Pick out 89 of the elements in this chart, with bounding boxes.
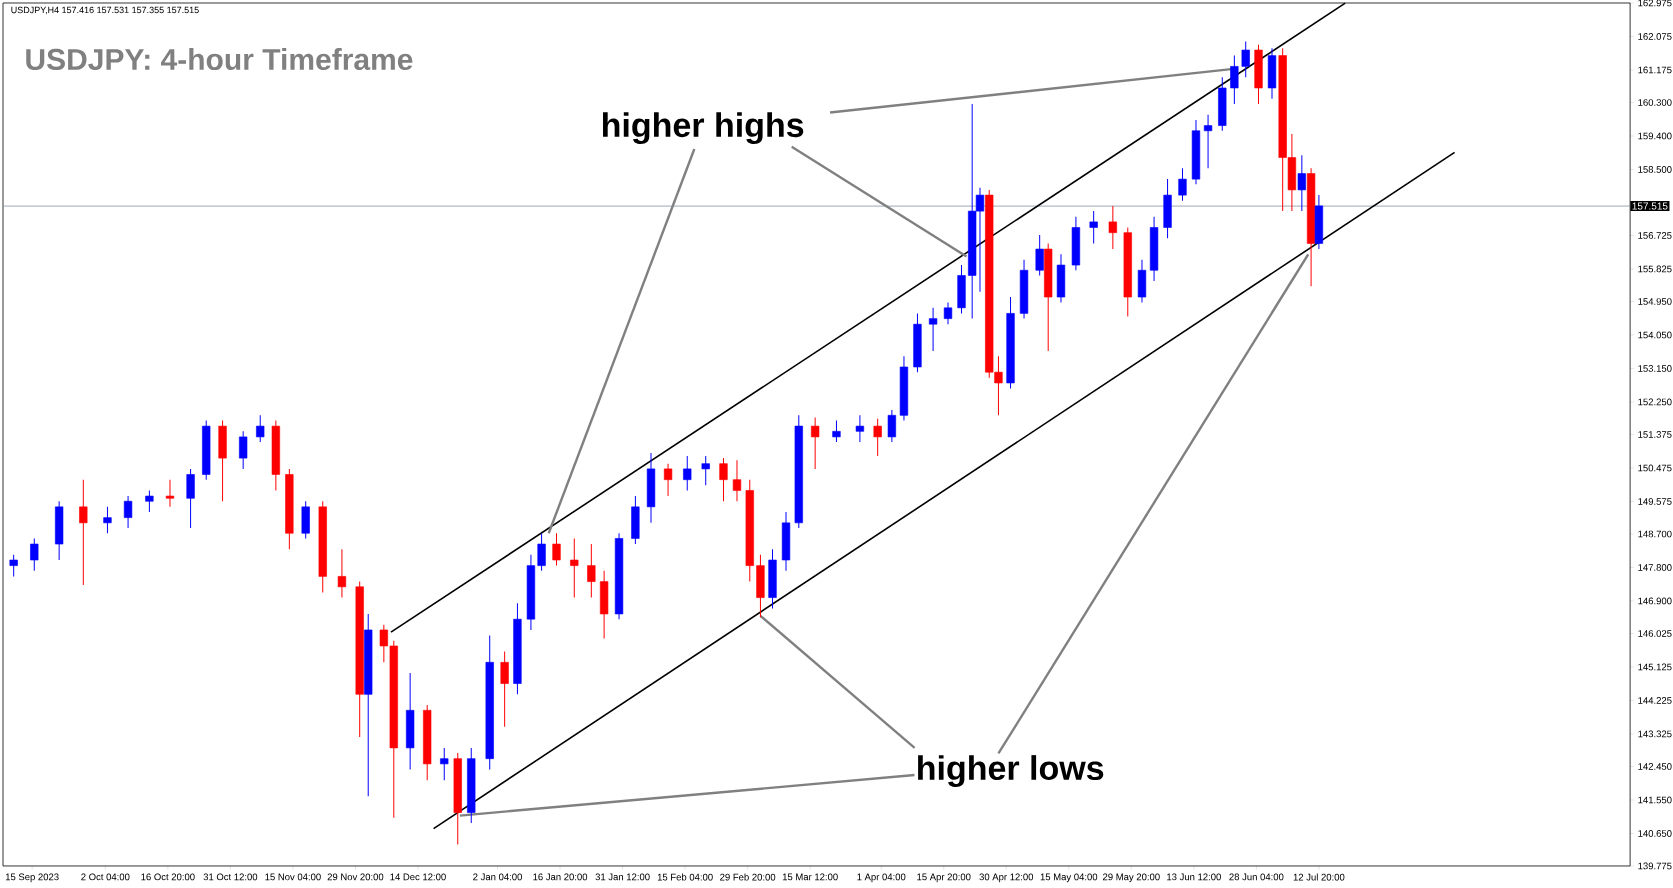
x-tick-label: 15 Nov 04:00: [265, 873, 321, 881]
y-tick-label: 139.775: [1638, 862, 1672, 870]
y-tick-label: 151.375: [1638, 431, 1672, 438]
y-tick-label: 154.050: [1638, 331, 1672, 339]
y-tick-label: 154.950: [1638, 298, 1672, 305]
y-tick-label: 145.125: [1638, 663, 1672, 671]
candlestick: [79, 479, 88, 586]
y-tick-label: 150.475: [1638, 464, 1672, 472]
candlestick: [943, 302, 953, 325]
candlestick: [440, 747, 449, 781]
candlestick: [701, 455, 710, 486]
candlestick: [239, 430, 248, 470]
y-tick-label: 146.900: [1638, 597, 1672, 605]
ref-line-label: 157.515: [1632, 202, 1668, 210]
candlestick: [873, 418, 882, 457]
y-tick-label: 162.075: [1638, 33, 1672, 40]
candlestick: [30, 537, 39, 572]
x-tick-label: 2 Jan 04:00: [473, 873, 522, 881]
candlestick: [811, 417, 820, 470]
x-tick-label: 15 Feb 04:00: [657, 873, 713, 881]
x-tick-label: 29 May 20:00: [1103, 873, 1160, 883]
candlestick: [1108, 205, 1117, 250]
x-tick-label: 16 Jan 20:00: [533, 873, 588, 881]
x-tick-label: 29 Nov 20:00: [327, 873, 384, 881]
annotation: higher highs: [603, 112, 804, 145]
candlestick: [570, 537, 579, 599]
y-tick-label: 153.150: [1638, 365, 1672, 372]
candlestick: [587, 543, 596, 599]
candlestick: [887, 409, 897, 443]
x-tick-label: 13 Jun 12:00: [1167, 873, 1221, 881]
candlestick: [145, 489, 154, 513]
candlestick: [732, 459, 742, 502]
candlestick: [1035, 234, 1044, 276]
text: USDJPY: 4-hour Timeframe: [26, 48, 413, 71]
candlestick: [1230, 55, 1239, 105]
candlestick: [9, 554, 18, 577]
y-tick-label: 159.400: [1638, 132, 1672, 140]
x-tick-label: 31 Oct 12:00: [203, 873, 258, 881]
x-tick-label: 12 Jul 20:00: [1293, 873, 1345, 881]
x-tick-label: 15 Apr 20:00: [917, 873, 971, 883]
candlestick: [928, 307, 938, 352]
y-tick-label: 152.250: [1638, 398, 1672, 406]
y-tick-label: 160.300: [1638, 99, 1672, 106]
x-tick-label: 16 Oct 20:00: [141, 873, 195, 881]
y-tick-label: 140.650: [1638, 830, 1672, 837]
x-tick-label: 15 Mar 12:00: [782, 873, 838, 881]
candlestick: [103, 506, 112, 534]
x-tick-label: 1 Apr 04:00: [857, 873, 906, 883]
candlestick: [123, 495, 133, 529]
x-tick-label: 31 Jan 12:00: [595, 873, 650, 881]
x-tick-label: 14 Dec 12:00: [390, 873, 446, 881]
y-tick-label: 144.225: [1638, 697, 1672, 704]
y-tick-label: 148.700: [1638, 530, 1672, 538]
candlestick: [1297, 154, 1306, 212]
candlestick: [500, 651, 509, 728]
y-tick-label: 141.550: [1638, 796, 1672, 804]
y-tick-label: 161.175: [1638, 66, 1672, 74]
candlestick: [1089, 210, 1098, 244]
candlestick: [552, 532, 561, 567]
y-tick-label: 146.025: [1638, 630, 1672, 637]
y-tick-label: 149.575: [1638, 498, 1672, 505]
x-tick-label: 15 May 04:00: [1040, 873, 1098, 883]
candlestick: [186, 468, 195, 529]
candlestick: [855, 414, 865, 443]
y-tick-label: 142.450: [1638, 763, 1672, 770]
x-tick-label: 2 Oct 04:00: [81, 873, 130, 881]
candlestick: [663, 463, 673, 497]
candlestick: [337, 548, 347, 599]
x-tick-label: 29 Feb 20:00: [720, 873, 776, 881]
candlestick: [683, 455, 692, 491]
y-tick-label: 156.725: [1638, 232, 1672, 239]
candlestick: [1241, 40, 1250, 78]
y-tick-label: 158.500: [1638, 166, 1672, 173]
candlestick: [1178, 167, 1187, 202]
annotation: higher lows: [918, 755, 1104, 787]
candlestick: [832, 420, 841, 443]
y-tick-label: 147.800: [1638, 564, 1672, 571]
candlestick: [165, 479, 175, 508]
candlestick: [256, 414, 265, 443]
y-tick-label: 143.325: [1638, 730, 1672, 738]
candlestick: [537, 532, 546, 572]
x-tick-label: 15 Sep 2023: [5, 873, 59, 883]
x-tick-label: 30 Apr 12:00: [979, 873, 1034, 883]
y-tick-label: 155.825: [1638, 265, 1672, 273]
annotation: USDJPY,H4 157.416 157.531 157.355 157.515: [11, 6, 199, 15]
candlestick: [719, 457, 728, 502]
candlestick: [1203, 114, 1213, 169]
y-tick-label: 162.975: [1638, 0, 1672, 7]
x-tick-label: 28 Jun 04:00: [1229, 873, 1284, 881]
